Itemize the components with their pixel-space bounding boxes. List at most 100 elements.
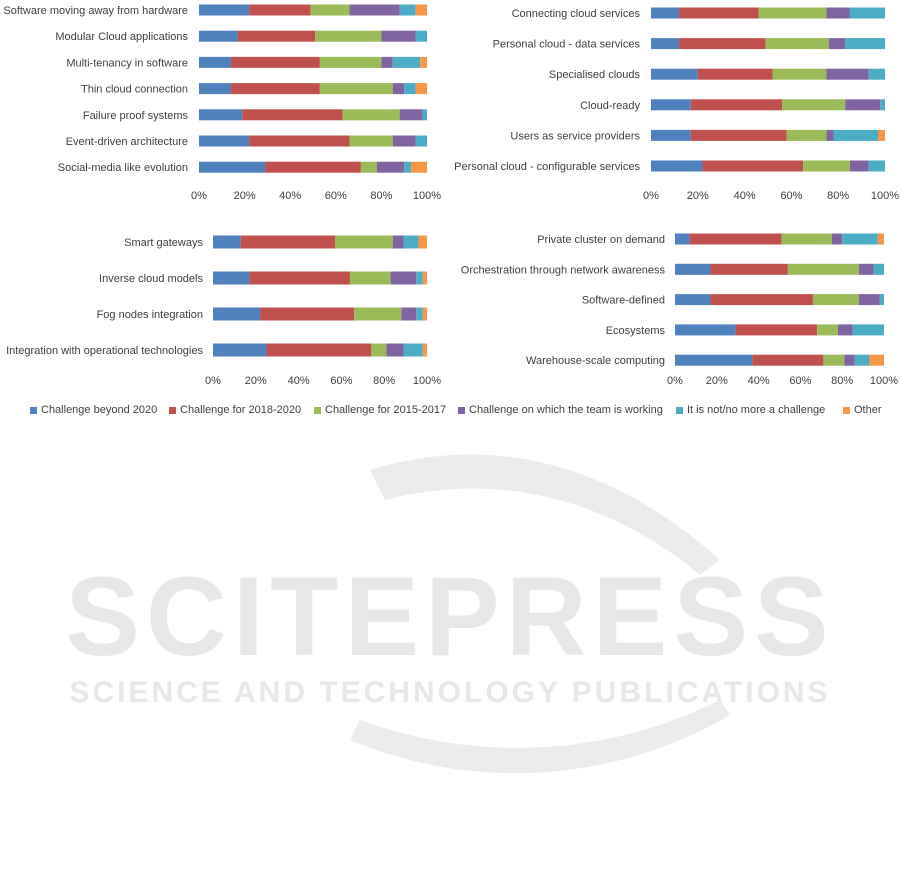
legend-item: Other [843,400,882,420]
bar-segment [354,307,402,321]
x-tick-label: 60% [325,190,347,202]
x-tick-label: 20% [245,375,267,387]
bar-segment [349,135,393,147]
bar-segment [651,7,680,19]
bar-segment [249,135,350,147]
bar-segment [349,4,400,16]
legend-swatch [314,406,321,414]
chart-4: Private cluster on demand Orchestration t… [461,233,898,387]
watermark-subtitle: SCIENCE AND TECHNOLOGY PUBLICATIONS [69,676,830,709]
category-label: Private cluster on demand [537,234,665,246]
bar-segment [877,129,885,141]
chart-2: Connecting cloud services Personal cloud … [454,7,899,202]
bar-segment [404,83,416,95]
bar-segment [422,307,427,321]
bar-segment [690,129,787,141]
bar-segment [260,307,355,321]
bar-segment [199,30,238,42]
bar-segment [710,294,813,306]
category-label: Ecosystems [606,325,666,337]
bar-segment [880,99,885,111]
category-label: Orchestration through network awareness [461,264,666,276]
bar-segment [675,354,753,366]
legend-swatch [30,406,37,414]
bar-segment [392,235,404,249]
category-label: Personal cloud - data services [493,39,641,51]
bar-segment [710,263,788,275]
bar-segment [415,30,427,42]
bar-segment [651,99,691,111]
bar-segment [786,129,827,141]
bar-segment [849,7,885,19]
bar-segment [416,271,423,285]
legend-swatch [169,406,176,414]
bar-segment [418,235,427,249]
x-tick-label: 0% [643,190,659,202]
category-label: Inverse cloud models [99,273,203,285]
bar-segment [401,307,417,321]
x-tick-label: 80% [831,375,853,387]
bar-segment [399,109,423,121]
bar-segment [845,38,885,50]
bar-segment [817,324,839,336]
legend: Challenge beyond 2020 Challenge for 2018-… [0,400,901,420]
category-label: Event-driven architecture [66,136,188,148]
bar-segment [199,56,231,68]
bar-segment [420,56,427,68]
bar-segment [838,324,853,336]
x-tick-label: 0% [191,190,207,202]
bar-segment [697,68,773,80]
legend-item: Challenge beyond 2020 [30,400,157,420]
bar-segment [265,161,361,173]
bar-segment [787,263,859,275]
legend-label: Other [854,404,882,416]
bar-segment [831,233,843,245]
watermark-title: SCITEPRESS [65,554,835,679]
bar-segment [386,343,404,357]
bar-segment [376,161,405,173]
chart-1: Software moving away from hardware Modula… [3,4,441,202]
bar-segment [415,4,427,16]
x-tick-label: 60% [330,375,352,387]
bar-segment [772,68,827,80]
x-tick-label: 40% [734,190,756,202]
category-label: Multi-tenancy in software [66,57,188,69]
bar-segment [873,263,884,275]
bar-segment [213,343,267,357]
x-tick-label: 20% [234,190,256,202]
x-tick-label: 40% [288,375,310,387]
bar-segment [415,83,427,95]
bar-segment [403,343,423,357]
bar-segment [422,271,427,285]
bar-segment [845,99,881,111]
bar-segment [675,263,711,275]
category-label: Cloud-ready [580,100,640,112]
bar-segment [833,129,878,141]
bar-segment [399,4,416,16]
bar-segment [392,135,416,147]
bar-segment [782,99,846,111]
category-label: Smart gateways [124,237,203,249]
bar-segment [689,233,782,245]
category-label: Users as service providers [510,130,640,142]
bar-segment [242,109,343,121]
category-label: Fog nodes integration [97,309,203,321]
bar-segment [869,354,884,366]
x-tick-label: 100% [871,190,899,202]
bar-segment [823,354,845,366]
category-label: Connecting cloud services [512,8,641,20]
x-tick-label: 60% [780,190,802,202]
bar-segment [651,160,703,172]
bar-segment [199,135,250,147]
chart-3: Smart gateways Inverse cloud models Fog no… [6,235,441,387]
bar-segment [735,324,818,336]
bar-segment [858,263,874,275]
category-label: Personal cloud - configurable services [454,161,640,173]
bar-segment [826,7,850,19]
bar-segment [371,343,387,357]
bar-segment [849,160,869,172]
bar-segment [381,30,416,42]
bar-segment [213,271,250,285]
bar-segment [342,109,400,121]
